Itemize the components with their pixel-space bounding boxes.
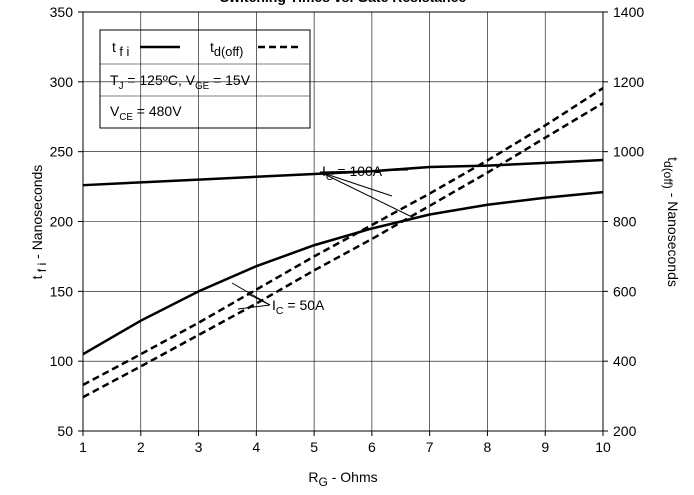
text-part: - Ohms bbox=[328, 469, 378, 485]
text-part: G bbox=[319, 475, 328, 489]
x-tick-label: 5 bbox=[310, 439, 318, 455]
x-tick-label: 6 bbox=[368, 439, 376, 455]
x-tick-label: 10 bbox=[595, 439, 611, 455]
series-line bbox=[82, 87, 604, 387]
series-line bbox=[82, 190, 604, 356]
text-part: = 50A bbox=[283, 297, 325, 313]
text-part: I bbox=[272, 297, 276, 313]
x-tick-label: 4 bbox=[252, 439, 260, 455]
text-part: - Nanoseconds bbox=[665, 189, 681, 287]
y2-tick-label: 200 bbox=[613, 423, 637, 439]
y2-tick-label: 400 bbox=[613, 353, 637, 369]
text-part: d(off) bbox=[661, 161, 675, 189]
y2-tick-label: 600 bbox=[613, 283, 637, 299]
y-tick-label: 250 bbox=[50, 144, 74, 160]
text-part: f i bbox=[116, 44, 129, 59]
x-tick-label: 8 bbox=[484, 439, 492, 455]
text-part: I bbox=[322, 163, 326, 179]
text-part: J bbox=[119, 81, 124, 92]
text-part: C bbox=[326, 171, 334, 183]
text-part: C bbox=[276, 305, 284, 317]
x-tick-label: 9 bbox=[541, 439, 549, 455]
text-part: d(off) bbox=[214, 44, 244, 59]
y-tick-label: 350 bbox=[50, 4, 74, 20]
x-axis-label: RG - Ohms bbox=[308, 469, 377, 489]
text-part: t bbox=[29, 275, 45, 279]
text-part: T bbox=[110, 72, 119, 88]
text-part: GE bbox=[195, 81, 210, 92]
x-tick-label: 3 bbox=[195, 439, 203, 455]
text-part: CE bbox=[119, 112, 133, 123]
annotation: IC = 100A bbox=[322, 163, 383, 183]
y2-axis-label: td(off) - Nanoseconds bbox=[661, 157, 681, 287]
y2-tick-label: 800 bbox=[613, 214, 637, 230]
text-part: R bbox=[308, 469, 318, 485]
text-part: = 480V bbox=[133, 103, 182, 119]
text-part: V bbox=[110, 103, 120, 119]
annotation: IC = 50A bbox=[272, 297, 325, 317]
text-part: t bbox=[665, 157, 681, 161]
x-tick-label: 7 bbox=[426, 439, 434, 455]
text-part: = 100A bbox=[333, 163, 382, 179]
chart-title: Switching Times vs. Gate Resistance bbox=[220, 0, 467, 5]
text-part: f i bbox=[35, 263, 49, 276]
condition-text: VCE = 480V bbox=[110, 103, 182, 123]
y2-tick-label: 1000 bbox=[613, 144, 644, 160]
text-part: = 15V bbox=[209, 72, 251, 88]
y-axis-label: t f i - Nanoseconds bbox=[29, 165, 49, 280]
condition-text: TJ = 125ºC, VGE = 15V bbox=[110, 72, 251, 92]
text-part: = 125ºC, V bbox=[123, 72, 195, 88]
x-tick-label: 1 bbox=[79, 439, 87, 455]
text-part: t bbox=[112, 39, 116, 55]
series-line bbox=[82, 158, 604, 187]
series-line bbox=[82, 102, 604, 399]
text-part: - Nanoseconds bbox=[29, 165, 45, 263]
y-tick-label: 50 bbox=[57, 423, 73, 439]
y-tick-label: 200 bbox=[50, 214, 74, 230]
legend-label: td(off) bbox=[210, 39, 243, 59]
legend-label: t f i bbox=[112, 39, 129, 59]
y-tick-label: 150 bbox=[50, 283, 74, 299]
x-tick-label: 2 bbox=[137, 439, 145, 455]
y-tick-label: 100 bbox=[50, 353, 74, 369]
y-tick-label: 300 bbox=[50, 74, 74, 90]
y2-tick-label: 1200 bbox=[613, 74, 644, 90]
text-part: t bbox=[210, 39, 214, 55]
y2-tick-label: 1400 bbox=[613, 4, 644, 20]
